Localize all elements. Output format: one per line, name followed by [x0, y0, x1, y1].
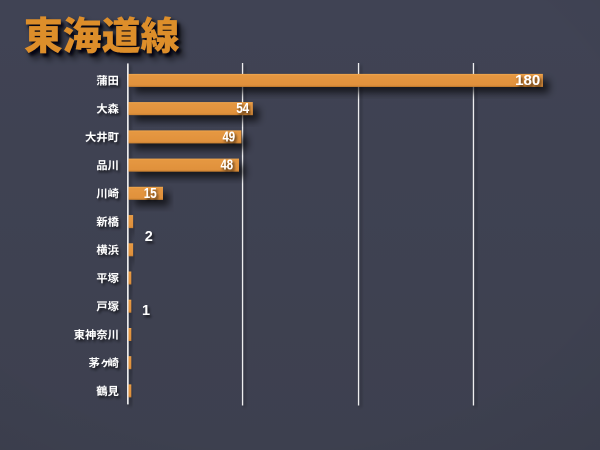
svg-text:15: 15: [144, 186, 157, 202]
svg-text:180: 180: [515, 73, 540, 89]
svg-text:48: 48: [221, 158, 234, 174]
svg-text:2: 2: [145, 229, 153, 245]
svg-text:54: 54: [236, 101, 249, 117]
svg-text:1: 1: [142, 303, 150, 319]
svg-text:49: 49: [223, 130, 236, 146]
